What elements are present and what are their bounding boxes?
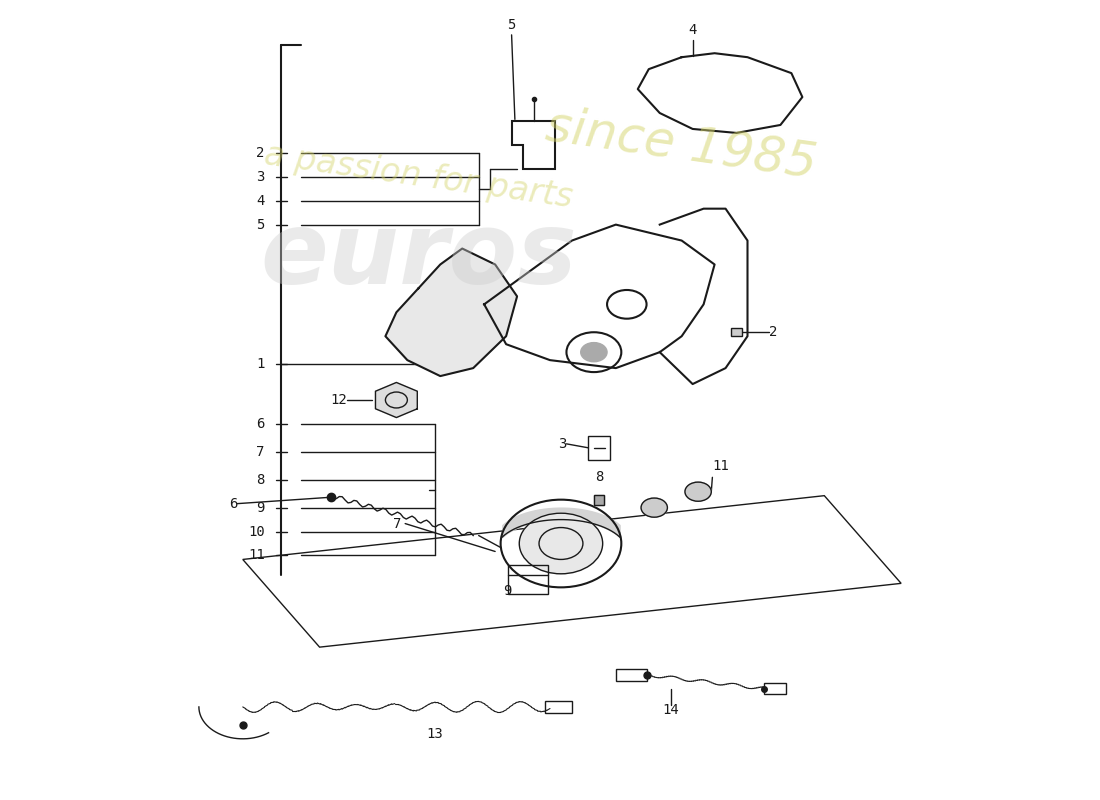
Text: 2: 2 [769,326,778,339]
Bar [544,702,572,714]
Text: 10: 10 [248,525,265,538]
Text: 9: 9 [256,501,265,514]
Text: 5: 5 [507,18,516,32]
Polygon shape [660,209,748,384]
Bar [764,683,785,694]
Polygon shape [375,382,417,418]
Circle shape [581,342,607,362]
Text: 13: 13 [427,727,443,741]
Text: 10: 10 [647,500,662,513]
Polygon shape [484,225,715,368]
Text: 5: 5 [256,218,265,232]
Text: euros: euros [260,208,576,305]
Text: 9: 9 [503,584,512,598]
Text: 6: 6 [256,417,265,431]
Text: 3: 3 [256,170,265,184]
Text: 2: 2 [256,146,265,160]
Text: 8: 8 [256,473,265,486]
Polygon shape [732,328,742,336]
Polygon shape [385,249,517,376]
Text: 7: 7 [256,445,265,459]
Bar [508,565,548,594]
Polygon shape [638,54,802,133]
Circle shape [685,482,712,502]
Text: 7: 7 [394,517,402,530]
Text: since 1985: since 1985 [543,102,821,188]
Circle shape [519,514,603,574]
Circle shape [641,498,668,517]
Text: 4: 4 [256,194,265,208]
Text: 11: 11 [248,549,265,562]
Text: 1: 1 [256,357,265,371]
Text: 6: 6 [229,497,238,510]
Text: 12: 12 [330,393,346,407]
Text: 4: 4 [689,23,696,38]
Text: 14: 14 [662,703,679,717]
Bar [616,669,647,682]
Text: 8: 8 [595,470,604,484]
Text: 11: 11 [713,459,729,474]
Text: a passion for parts: a passion for parts [262,138,574,214]
Text: 3: 3 [558,437,566,451]
